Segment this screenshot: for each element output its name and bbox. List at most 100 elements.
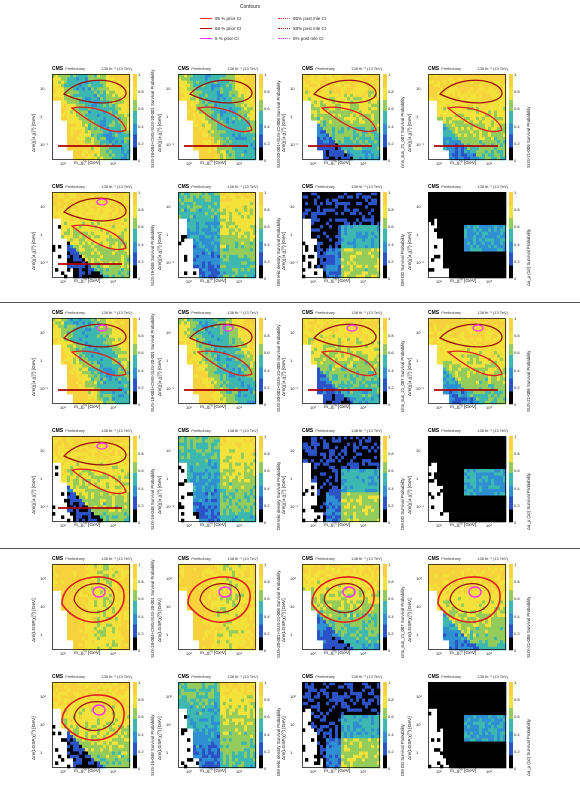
heatmap-cell	[244, 211, 248, 216]
heatmap-cell	[76, 130, 80, 134]
heatmap-cell	[205, 238, 209, 242]
heatmap-cell	[350, 241, 354, 246]
heatmap-cell	[238, 201, 242, 206]
heatmap-cell	[250, 110, 254, 114]
heatmap-cell	[455, 77, 459, 81]
heatmap-cell	[76, 100, 80, 105]
colorbar-segment	[383, 226, 387, 229]
heatmap-cell	[446, 74, 450, 78]
heatmap-cell	[452, 274, 456, 279]
heatmap-cell	[88, 211, 92, 216]
heatmap-cell	[455, 198, 459, 203]
heatmap-cell	[205, 261, 209, 266]
heatmap-cell	[187, 103, 191, 108]
colorbar-segment	[133, 104, 137, 107]
heatmap-cell	[467, 80, 471, 85]
heatmap-cell	[124, 268, 128, 272]
heatmap-cell	[67, 192, 71, 196]
heatmap-cell	[488, 74, 492, 78]
heatmap-cell	[220, 87, 224, 91]
heatmap-cell	[247, 195, 251, 199]
heatmap-cell	[196, 248, 200, 252]
heatmap-cell	[479, 150, 483, 154]
heatmap-cell	[250, 221, 254, 226]
heatmap-cell	[238, 198, 242, 203]
heatmap-cell	[82, 251, 86, 256]
heatmap-cell	[353, 120, 357, 124]
heatmap-cell	[202, 208, 206, 213]
heatmap-cell	[208, 201, 212, 206]
heatmap-cell	[446, 254, 450, 259]
heatmap-cell	[220, 248, 224, 252]
heatmap-cell	[94, 274, 98, 279]
heatmap-cell	[226, 192, 230, 196]
heatmap-cell	[443, 100, 447, 105]
heatmap-cell	[356, 80, 360, 85]
heatmap-cell	[452, 126, 456, 131]
heatmap-cell	[449, 126, 453, 131]
heatmap-cell	[220, 215, 224, 219]
preliminary-label: Preliminary	[441, 184, 462, 189]
heatmap-cell	[443, 90, 447, 95]
heatmap-cell	[109, 130, 113, 134]
colorbar-segment	[509, 80, 513, 83]
heatmap-cell	[208, 150, 212, 154]
heatmap-cell	[94, 231, 98, 236]
heatmap-cell	[82, 90, 86, 95]
x-axis-label: m_χ̃₁⁰ [GeV]	[74, 279, 101, 284]
heatmap-cell	[115, 117, 119, 121]
heatmap-cell	[85, 264, 89, 269]
heatmap-cell	[235, 215, 239, 219]
heatmap-cell	[199, 146, 203, 151]
heatmap-cell	[302, 254, 306, 259]
heatmap-cell	[314, 83, 318, 88]
lumi-label: 138 fb⁻¹ (13 TeV)	[477, 66, 508, 71]
heatmap-cell	[82, 211, 86, 216]
heatmap-cell	[220, 218, 224, 223]
heatmap-cell	[124, 120, 128, 124]
heatmap-cell	[211, 271, 215, 275]
colorbar-segment	[259, 247, 263, 251]
heatmap-cell	[103, 198, 107, 203]
heatmap-cell	[329, 103, 333, 108]
heatmap-cell	[124, 143, 128, 148]
heatmap-cell	[85, 205, 89, 209]
heatmap-cell	[464, 120, 468, 124]
heatmap-cell	[193, 244, 197, 249]
heatmap-cell	[338, 235, 342, 239]
heatmap-cell	[55, 208, 59, 213]
heatmap-cell	[368, 241, 372, 246]
colorbar-tick-label: 0.4	[138, 123, 144, 129]
heatmap-cell	[244, 268, 248, 272]
heatmap-cell	[220, 244, 224, 249]
heatmap-cell	[323, 205, 327, 209]
heatmap-cell	[247, 201, 251, 206]
heatmap-cell	[70, 248, 74, 252]
heatmap-cell	[458, 264, 462, 269]
heatmap-cell	[181, 93, 185, 98]
heatmap-cell	[374, 113, 378, 118]
heatmap-cell	[196, 97, 200, 101]
heatmap-cell	[91, 208, 95, 213]
heatmap-cell	[190, 201, 194, 206]
heatmap-cell	[79, 244, 83, 249]
heatmap-cell	[112, 264, 116, 269]
heatmap-cell	[124, 113, 128, 118]
heatmap-cell	[500, 107, 504, 111]
heatmap-cell	[461, 87, 465, 91]
colorbar-segment	[259, 228, 263, 231]
colorbar-segment	[133, 207, 137, 210]
heatmap-cell	[202, 153, 206, 157]
heatmap-cell	[202, 93, 206, 98]
heatmap-cell	[305, 87, 309, 91]
heatmap-cell	[73, 241, 77, 246]
heatmap-cell	[332, 225, 336, 229]
heatmap-cell	[88, 156, 92, 161]
heatmap-cell	[500, 87, 504, 91]
colorbar-segment	[133, 142, 137, 146]
heatmap-cell	[452, 153, 456, 157]
heatmap-cell	[244, 195, 248, 199]
heatmap-cell	[124, 215, 128, 219]
heatmap-cell	[97, 228, 101, 232]
heatmap-cell	[124, 83, 128, 88]
